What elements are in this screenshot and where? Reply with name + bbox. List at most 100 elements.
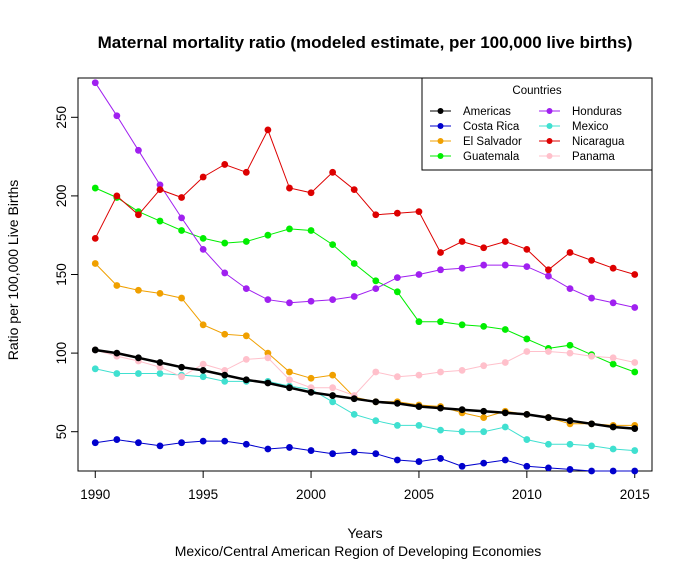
- data-point-panama: [415, 371, 423, 379]
- legend-label-guatemala: Guatemala: [463, 151, 520, 163]
- data-point-costa-rica: [286, 444, 293, 451]
- series-line-honduras: [94, 82, 635, 308]
- data-point-guatemala: [199, 234, 207, 242]
- data-point-honduras: [135, 146, 142, 154]
- data-point-mexico: [372, 417, 380, 425]
- series-nicaragua: [91, 126, 639, 278]
- legend-marker-panama: [546, 153, 553, 159]
- data-point-nicaragua: [523, 245, 531, 253]
- data-point-guatemala: [350, 260, 358, 267]
- legend-label-nicaragua: Nicaragua: [572, 136, 625, 148]
- data-point-guatemala: [415, 318, 423, 326]
- data-point-americas: [329, 392, 337, 399]
- data-point-americas: [372, 398, 380, 406]
- series-line-panama: [95, 349, 635, 397]
- data-point-honduras: [329, 296, 337, 304]
- data-point-el-salvador: [135, 286, 142, 294]
- data-point-panama: [501, 359, 509, 366]
- data-point-costa-rica: [221, 437, 229, 445]
- data-point-guatemala: [437, 318, 444, 326]
- data-point-nicaragua: [135, 211, 142, 219]
- series-costa-rica: [91, 436, 639, 475]
- data-point-el-salvador: [242, 332, 250, 340]
- data-point-costa-rica: [199, 437, 207, 445]
- legend-label-panama: Panama: [572, 151, 615, 163]
- data-point-americas: [178, 363, 185, 371]
- data-point-nicaragua: [372, 211, 380, 219]
- data-point-panama: [372, 368, 380, 376]
- data-point-mexico: [480, 428, 488, 436]
- data-point-honduras: [566, 285, 574, 293]
- data-point-el-salvador: [113, 282, 121, 289]
- data-point-americas: [221, 371, 229, 379]
- data-point-panama: [221, 366, 229, 374]
- data-point-nicaragua: [178, 194, 185, 201]
- data-point-honduras: [178, 214, 185, 222]
- data-point-honduras: [307, 297, 315, 305]
- data-point-nicaragua: [329, 168, 337, 176]
- y-tick-label: 250: [54, 106, 69, 129]
- data-point-costa-rica: [545, 464, 552, 472]
- data-point-panama: [393, 373, 401, 381]
- data-point-americas: [437, 404, 444, 412]
- x-tick-label: 2015: [620, 487, 650, 502]
- data-point-honduras: [393, 274, 401, 282]
- data-point-honduras: [286, 299, 293, 307]
- data-point-americas: [393, 400, 401, 407]
- data-point-mexico: [588, 442, 595, 450]
- data-point-nicaragua: [566, 249, 574, 256]
- data-point-nicaragua: [609, 264, 617, 272]
- series-panama: [91, 346, 639, 399]
- series-el-salvador: [91, 260, 639, 429]
- y-tick-label: 150: [54, 263, 69, 286]
- data-point-el-salvador: [329, 371, 337, 379]
- data-point-el-salvador: [307, 374, 315, 382]
- data-point-guatemala: [631, 368, 639, 376]
- x-tick-label: 2005: [404, 487, 434, 502]
- data-point-americas: [264, 379, 272, 387]
- data-point-nicaragua: [480, 244, 488, 252]
- data-point-mexico: [113, 370, 121, 377]
- data-point-nicaragua: [199, 173, 207, 181]
- data-point-americas: [242, 376, 250, 384]
- data-point-honduras: [631, 304, 639, 311]
- data-point-nicaragua: [350, 186, 358, 194]
- data-point-mexico: [609, 445, 617, 453]
- series-line-guatemala: [95, 187, 635, 373]
- data-point-costa-rica: [372, 450, 380, 458]
- data-point-honduras: [350, 293, 358, 300]
- data-point-costa-rica: [350, 448, 358, 456]
- data-point-nicaragua: [221, 161, 229, 168]
- data-point-honduras: [372, 285, 380, 293]
- data-point-costa-rica: [588, 467, 595, 475]
- data-point-nicaragua: [242, 168, 250, 176]
- data-point-costa-rica: [458, 462, 466, 470]
- data-point-panama: [631, 359, 639, 366]
- data-point-americas: [156, 359, 164, 366]
- data-point-americas: [199, 366, 207, 374]
- y-tick-label: 200: [54, 185, 69, 208]
- data-point-americas: [609, 423, 617, 431]
- data-point-honduras: [588, 294, 595, 302]
- data-point-nicaragua: [393, 209, 401, 217]
- data-point-panama: [523, 348, 531, 355]
- legend-marker-el-salvador: [437, 138, 444, 144]
- data-point-nicaragua: [156, 186, 164, 194]
- x-tick-label: 1995: [188, 487, 218, 502]
- data-point-nicaragua: [307, 189, 315, 197]
- data-point-el-salvador: [91, 260, 99, 267]
- y-tick-label: 100: [54, 342, 69, 365]
- legend-box: [421, 77, 653, 171]
- data-point-guatemala: [286, 225, 293, 233]
- legend-marker-costa-rica: [437, 123, 444, 129]
- data-point-guatemala: [480, 322, 488, 330]
- data-point-costa-rica: [307, 447, 315, 454]
- data-point-mexico: [135, 370, 142, 377]
- data-point-mexico: [393, 422, 401, 429]
- data-point-panama: [286, 376, 293, 384]
- data-point-mexico: [501, 423, 509, 431]
- data-point-americas: [307, 389, 315, 396]
- legend-marker-americas: [437, 108, 444, 114]
- y-axis: 50 100 150 200 250: [54, 106, 79, 439]
- data-point-nicaragua: [588, 256, 595, 264]
